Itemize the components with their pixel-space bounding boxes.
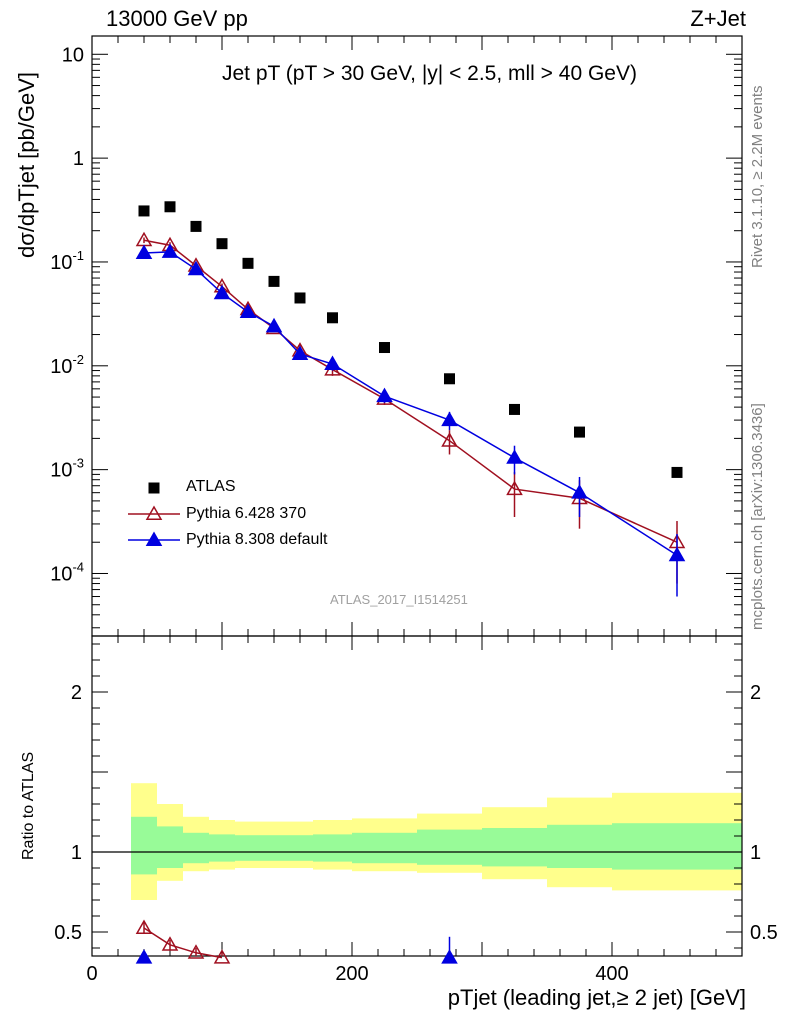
- y-tick-label: 10-1: [50, 248, 84, 274]
- ratio-y-tick-label: 1: [71, 842, 82, 864]
- y-tick-base: 10: [50, 356, 72, 378]
- ratio-y-tick-label: 2: [750, 682, 761, 704]
- plot-title-text: Jet pT (pT > 30 GeV, |y| < 2.5, mll > 40…: [222, 62, 637, 85]
- legend-label-pythia8: Pythia 8.308 default: [186, 531, 328, 548]
- band-inner-bin: [287, 835, 313, 861]
- ratio-y-tick-label: 0.5: [750, 922, 778, 944]
- py8-marker: [135, 244, 153, 259]
- legend-marker-atlas: [148, 482, 160, 494]
- band-inner-bin: [417, 829, 482, 865]
- legend-markers: [128, 482, 180, 546]
- data-series: [135, 201, 686, 964]
- plot-title: Jet pT (pT > 30 GeV, |y| < 2.5, mll > 40…: [222, 62, 637, 86]
- y-tick-label: 10: [62, 44, 84, 66]
- atlas-marker: [190, 220, 202, 232]
- analysis-watermark: ATLAS_2017_I1514251: [330, 592, 468, 607]
- py8-marker: [441, 411, 458, 427]
- band-inner-bin: [313, 834, 352, 862]
- atlas-marker: [216, 238, 228, 250]
- header-observable: Z+Jet: [690, 6, 746, 31]
- py6-ratio-marker: [135, 919, 153, 934]
- atlas-marker: [444, 373, 455, 385]
- atlas-marker: [671, 466, 683, 478]
- source-url-label: mcplots.cern.ch [arXiv:1306.3436]: [749, 403, 766, 630]
- header-process: 13000 GeV pp: [106, 6, 248, 31]
- py8-ratio-marker: [441, 949, 458, 964]
- ratio-axis-title: Ratio to ATLAS: [20, 751, 37, 860]
- atlas-marker: [509, 403, 520, 415]
- py6-ratio-marker: [161, 936, 179, 951]
- y-axis-title: dσ/dpTjet [pb/GeV]: [14, 72, 40, 258]
- y-tick-exponent: -2: [72, 352, 84, 367]
- py6-marker: [506, 480, 523, 496]
- y-tick-exponent: -4: [72, 559, 84, 574]
- x-tick-label: 200: [335, 963, 368, 985]
- band-inner-bin: [352, 832, 417, 864]
- x-axis-title-text: pTjet (leading jet,≥ 2 jet) [GeV]: [447, 985, 746, 1010]
- legend-marker-py8: [145, 531, 163, 546]
- y-tick-label: 1: [73, 148, 84, 170]
- py8-marker: [239, 303, 257, 318]
- y-tick-label: 10-2: [50, 352, 84, 378]
- atlas-marker: [164, 201, 176, 213]
- atlas-marker: [242, 257, 254, 269]
- ratio-uncertainty-bands: [92, 783, 742, 900]
- y-tick-base: 10: [50, 563, 72, 585]
- atlas-marker: [138, 205, 150, 217]
- band-inner-bin: [482, 828, 547, 867]
- py6-ratio-marker: [213, 949, 231, 964]
- atlas-marker: [379, 342, 390, 354]
- py6-ratio-marker: [187, 944, 205, 959]
- py8-marker: [291, 345, 309, 360]
- py8-marker: [213, 284, 231, 300]
- x-axis-title: pTjet (leading jet,≥ 2 jet) [GeV]: [448, 985, 746, 1011]
- py8-marker: [571, 484, 588, 499]
- py8-marker: [668, 546, 686, 562]
- band-inner-bin: [612, 823, 742, 870]
- y-tick-base: 10: [50, 460, 72, 482]
- atlas-marker: [294, 292, 306, 304]
- y-tick-exponent: -1: [72, 248, 84, 263]
- ratio-frame: [91, 635, 743, 957]
- band-inner-bin: [131, 816, 157, 875]
- py8-marker: [376, 387, 393, 403]
- py6-ratio-line: [143, 927, 223, 959]
- atlas-marker: [268, 275, 280, 287]
- band-inner-bin: [209, 834, 235, 862]
- legend-label-atlas: ATLAS: [186, 478, 236, 495]
- py8-marker: [187, 260, 205, 276]
- y-tick-label: 10-4: [50, 559, 84, 585]
- y-tick-exponent: -3: [72, 456, 84, 471]
- py8-marker: [161, 243, 179, 258]
- legend-label-pythia6: Pythia 6.428 370: [186, 505, 307, 522]
- band-inner-bin: [157, 826, 183, 868]
- ratio-y-tick-label: 1: [750, 842, 761, 864]
- rivet-version-label: Rivet 3.1.10, ≥ 2.2M events: [749, 85, 766, 269]
- y-tick-base: 10: [50, 252, 72, 274]
- y-axis-title-text: dσ/dpTjet [pb/GeV]: [14, 71, 39, 258]
- legend-marker-py6: [145, 505, 163, 520]
- band-inner-bin: [235, 835, 261, 861]
- y-tick-label: 10-3: [50, 456, 84, 482]
- py8-marker: [265, 317, 283, 333]
- py6-marker: [441, 432, 458, 447]
- py8-ratio-marker: [135, 949, 153, 964]
- py8-marker: [506, 449, 523, 464]
- py8-marker: [324, 355, 341, 371]
- atlas-marker: [574, 426, 585, 438]
- band-inner-bin: [183, 832, 209, 864]
- x-tick-label: 400: [595, 963, 628, 985]
- ratio-y-tick-label: 2: [71, 682, 82, 704]
- py6-line: [143, 239, 678, 543]
- band-inner-bin: [261, 835, 287, 861]
- x-tick-label: 0: [86, 963, 97, 985]
- atlas-marker: [327, 312, 338, 324]
- band-inner-bin: [547, 824, 612, 868]
- ratio-y-tick-label: 0.5: [54, 922, 82, 944]
